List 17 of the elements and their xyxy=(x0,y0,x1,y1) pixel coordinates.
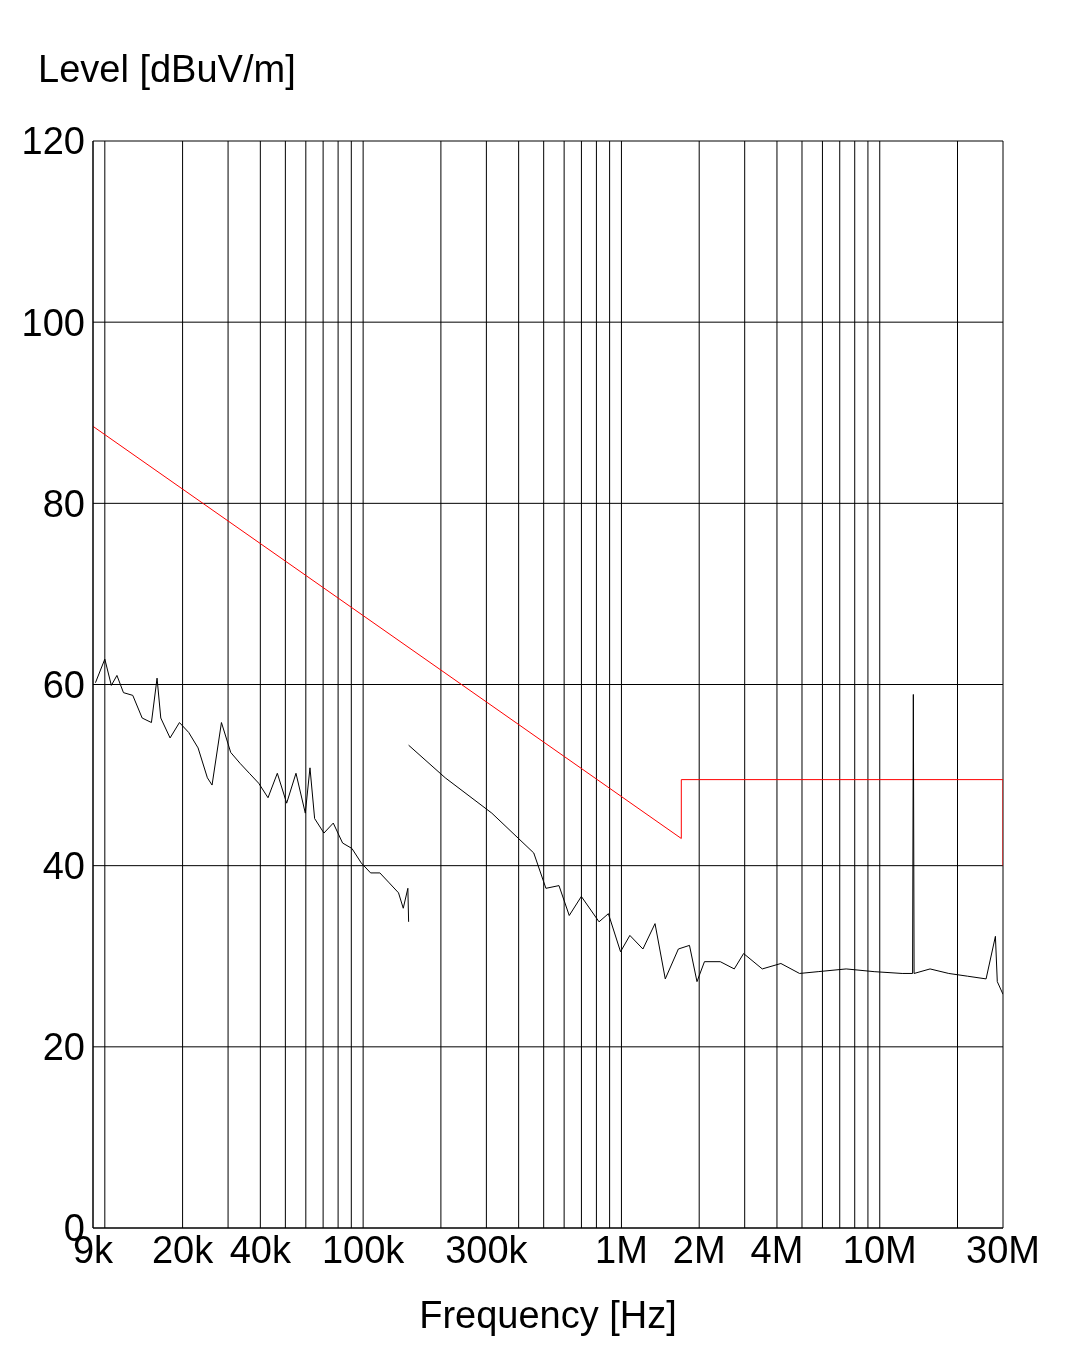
x-tick-label: 100k xyxy=(321,1228,406,1271)
y-tick-label: 60 xyxy=(42,663,85,706)
y-tick-label: 100 xyxy=(21,301,85,344)
x-tick-label: 300k xyxy=(445,1228,529,1271)
y-tick-label: 80 xyxy=(42,482,85,525)
x-tick-label: 2M xyxy=(672,1228,726,1271)
y-axis-title: Level [dBuV/m] xyxy=(37,47,297,92)
x-tick-label: 20k xyxy=(151,1228,215,1271)
y-tick-label: 120 xyxy=(21,120,85,163)
x-tick-label: 4M xyxy=(750,1228,804,1271)
x-tick-label: 1M xyxy=(595,1228,648,1271)
y-tick-label: 20 xyxy=(42,1026,85,1069)
x-tick-label: 10M xyxy=(842,1228,917,1271)
x-axis-title: Frequency [Hz] xyxy=(419,1294,677,1336)
x-tick-label: 40k xyxy=(229,1228,292,1271)
x-tick-label: 30M xyxy=(966,1228,1040,1271)
y-tick-label: 40 xyxy=(42,845,85,888)
